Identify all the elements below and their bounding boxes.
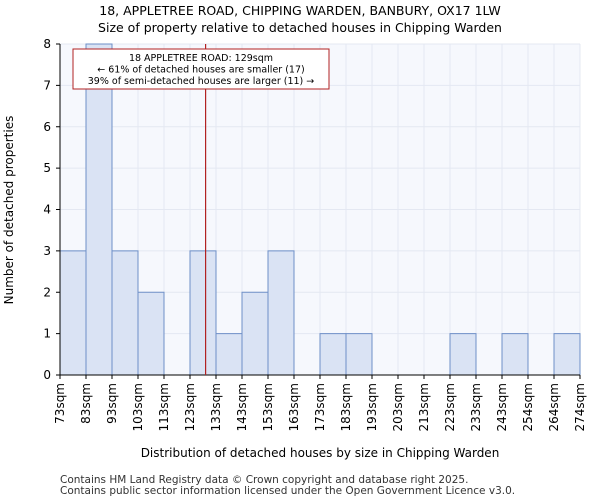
histogram-bar	[137, 291, 165, 376]
y-tick-label: 0	[43, 368, 51, 382]
annotation-line: 39% of semi-detached houses are larger (…	[88, 76, 315, 87]
x-tick-label: 73sqm	[53, 383, 67, 424]
histogram-bar	[319, 333, 347, 376]
x-tick-label: 113sqm	[157, 383, 171, 431]
x-tick-label: 173sqm	[313, 383, 327, 431]
x-tick-label: 264sqm	[547, 383, 561, 431]
x-tick-label: 213sqm	[417, 383, 431, 431]
x-axis-label: Distribution of detached houses by size …	[141, 446, 500, 460]
histogram-bar	[215, 333, 243, 376]
footer-copyright: Contains HM Land Registry data © Crown c…	[60, 474, 469, 486]
x-tick-label: 183sqm	[339, 383, 353, 431]
histogram-bar	[501, 333, 529, 376]
y-tick-label: 2	[43, 285, 51, 299]
y-tick-label: 6	[43, 120, 51, 134]
histogram-bar	[59, 250, 87, 376]
histogram-bar	[85, 43, 113, 376]
histogram-bar	[241, 291, 269, 376]
x-tick-label: 83sqm	[79, 383, 93, 424]
histogram-bar	[267, 250, 295, 376]
histogram-bar	[345, 333, 373, 376]
y-tick-label: 5	[43, 161, 51, 175]
y-tick-label: 3	[43, 244, 51, 258]
x-tick-label: 243sqm	[495, 383, 509, 431]
chart-title: 18, APPLETREE ROAD, CHIPPING WARDEN, BAN…	[99, 3, 501, 18]
x-tick-label: 103sqm	[131, 383, 145, 431]
x-tick-label: 153sqm	[261, 383, 275, 431]
x-tick-label: 193sqm	[365, 383, 379, 431]
x-tick-label: 133sqm	[209, 383, 223, 431]
y-tick-label: 1	[43, 327, 51, 341]
histogram-bar	[553, 333, 581, 376]
x-tick-label: 254sqm	[521, 383, 535, 431]
x-tick-label: 93sqm	[105, 383, 119, 424]
y-axis-label: Number of detached properties	[2, 116, 16, 305]
histogram-chart: 0 1 2 3 4 5 6 7 8 73sqm 83sqm 93sqm 103sqm 113sqm 123s…	[2, 37, 587, 460]
x-tick-label: 233sqm	[469, 383, 483, 431]
annotation-line: 18 APPLETREE ROAD: 129sqm	[129, 53, 273, 64]
x-tick-label: 223sqm	[443, 383, 457, 431]
chart-subtitle: Size of property relative to detached ho…	[98, 20, 502, 35]
plot-area: 0 1 2 3 4 5 6 7 8 73sqm 83sqm 93sqm 103sqm 113sqm 123s…	[43, 37, 587, 431]
x-tick-label: 123sqm	[183, 383, 197, 431]
footer-licence: Contains public sector information licen…	[60, 485, 516, 497]
x-tick-label: 274sqm	[573, 383, 587, 431]
y-tick-label: 7	[43, 78, 51, 92]
histogram-bar	[189, 250, 217, 376]
x-tick-label: 203sqm	[391, 383, 405, 431]
histogram-bar	[449, 333, 477, 376]
annotation-line: ← 61% of detached houses are smaller (17…	[97, 65, 304, 76]
histogram-bar	[111, 250, 139, 376]
x-tick-label: 163sqm	[287, 383, 301, 431]
annotation-box	[72, 48, 330, 90]
y-tick-label: 8	[43, 37, 51, 51]
x-tick-label: 143sqm	[235, 383, 249, 431]
y-tick-label: 4	[43, 203, 51, 217]
